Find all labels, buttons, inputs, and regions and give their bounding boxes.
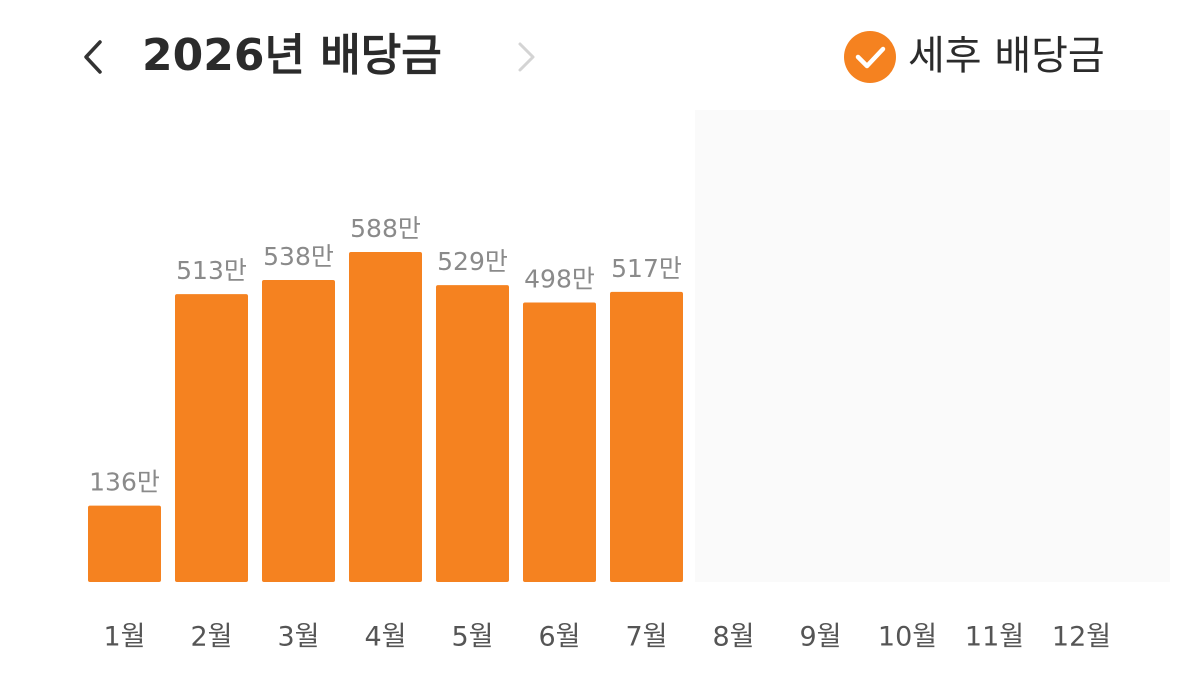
next-arrow[interactable] — [518, 42, 535, 72]
month-label: 4월 — [364, 622, 406, 653]
month-label: 12월 — [1052, 622, 1111, 653]
month-label: 7월 — [625, 622, 667, 653]
prev-arrow[interactable] — [84, 40, 102, 74]
month-label: 10월 — [878, 622, 937, 653]
value-label: 529만 — [437, 247, 508, 276]
month-label: 3월 — [277, 622, 319, 653]
value-label: 538만 — [263, 242, 334, 271]
bar — [175, 294, 248, 582]
check-icon — [844, 31, 896, 83]
month-label: 8월 — [712, 622, 754, 653]
month-label: 6월 — [538, 622, 580, 653]
month-label: 11월 — [965, 622, 1024, 653]
month-label: 5월 — [451, 622, 493, 653]
bar — [610, 291, 683, 582]
check-mark — [855, 46, 886, 69]
bar — [262, 280, 335, 582]
month-label: 2월 — [190, 622, 232, 653]
bar — [436, 285, 509, 582]
value-label: 588만 — [350, 214, 421, 243]
value-label: 513만 — [176, 256, 247, 285]
toggle-label: 세후 배당금 — [908, 33, 1105, 79]
month-label: 9월 — [799, 622, 841, 653]
after-tax-toggle[interactable]: 세후 배당금 — [844, 31, 1105, 83]
chart-title: 2026년 배당금 — [142, 30, 442, 81]
value-label: 517만 — [611, 254, 682, 283]
month-label: 1월 — [103, 622, 145, 653]
bar — [349, 252, 422, 582]
value-label: 136만 — [89, 468, 160, 497]
future-area — [695, 110, 1170, 582]
value-label: 498만 — [524, 265, 595, 294]
bar — [88, 505, 161, 582]
bar — [523, 302, 596, 582]
